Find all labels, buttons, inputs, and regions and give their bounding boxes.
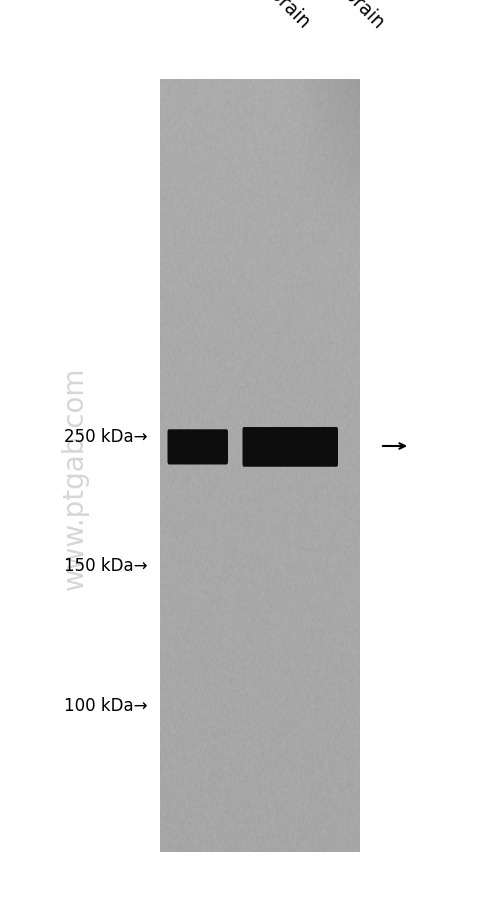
Bar <box>160 81 360 852</box>
Text: rat brain: rat brain <box>318 0 388 32</box>
Text: mouse brain: mouse brain <box>218 0 314 32</box>
FancyBboxPatch shape <box>242 428 338 467</box>
Text: 250 kDa→: 250 kDa→ <box>64 428 148 446</box>
Text: www.ptgab.com: www.ptgab.com <box>61 366 89 590</box>
Text: 100 kDa→: 100 kDa→ <box>64 696 148 714</box>
Text: 150 kDa→: 150 kDa→ <box>64 557 148 575</box>
FancyBboxPatch shape <box>168 430 228 465</box>
